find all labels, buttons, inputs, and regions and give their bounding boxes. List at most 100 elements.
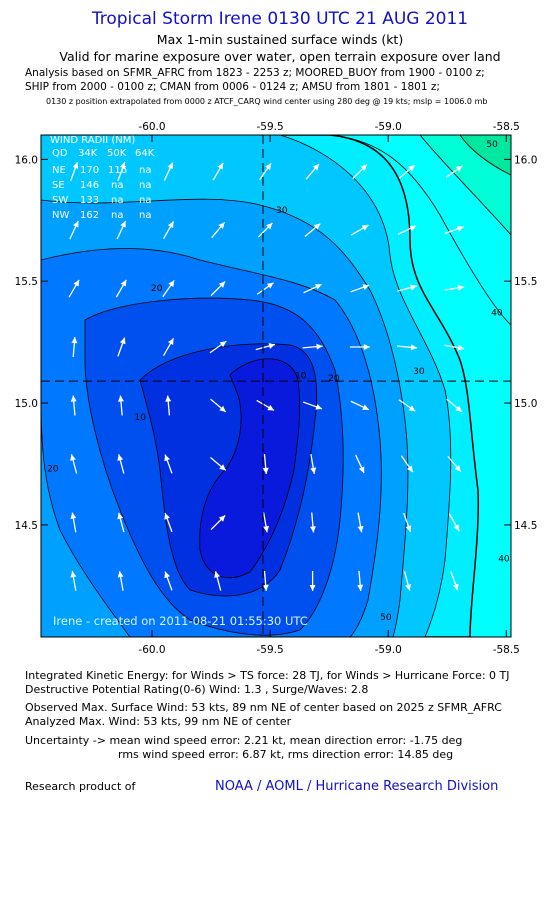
- wind-radii-header-34k: 34K: [78, 148, 98, 159]
- observed-max-text: Observed Max. Surface Wind: 53 kts, 89 n…: [25, 701, 502, 714]
- storm-center-crosshair: [41, 135, 511, 637]
- wind-radii-header-50k: 50K: [107, 148, 127, 159]
- x-tick-label-bottom: -60.0: [138, 644, 165, 656]
- wind-vector: [403, 571, 412, 591]
- y-tick-label-left: 15.5: [15, 276, 38, 288]
- y-tick-label-right: 14.5: [514, 520, 537, 532]
- wind-vector: [68, 279, 80, 298]
- ike-text: Integrated Kinetic Energy: for Winds > T…: [25, 669, 510, 682]
- contour-label: 10: [295, 372, 307, 382]
- wind-vector: [70, 570, 77, 591]
- wind-vector: [211, 221, 226, 239]
- wind-vector: [210, 514, 226, 530]
- uncertainty-line-2: rms wind speed error: 6.87 kt, rms direc…: [118, 748, 454, 761]
- wind-vector: [69, 220, 79, 240]
- wind-vector: [357, 570, 364, 591]
- wind-vector: [256, 282, 274, 295]
- wind-radii-row-ne-quadrant: NE: [52, 165, 66, 176]
- wind-vector: [255, 343, 276, 351]
- wind-vector: [444, 284, 465, 291]
- x-tick-label-top: -60.0: [138, 121, 165, 133]
- wind-vector: [262, 453, 269, 474]
- contour-label: 50: [380, 613, 392, 623]
- contour-label: 20: [328, 374, 340, 384]
- subtitle-units: Max 1-min sustained surface winds (kt): [156, 32, 404, 47]
- wind-vector: [262, 570, 269, 591]
- wind-radii-header-qd: QD: [52, 148, 68, 159]
- uncertainty-line-1: Uncertainty -> mean wind speed error: 2.…: [25, 734, 463, 747]
- wind-vector: [70, 454, 78, 474]
- wind-vector: [397, 225, 417, 235]
- wind-vector: [164, 512, 173, 533]
- wind-vector: [212, 162, 224, 181]
- contour-label: 30: [276, 206, 288, 216]
- wind-vector: [210, 398, 227, 413]
- plot-frame: [40, 134, 512, 638]
- wind-radii-row-sw-50k: na: [111, 195, 123, 206]
- wind-radii-row-se-64k: na: [139, 180, 151, 191]
- wind-vector: [163, 162, 174, 181]
- wind-vector: [162, 221, 175, 240]
- contour-label: 10: [134, 413, 146, 423]
- wind-vector: [117, 337, 126, 357]
- wind-vector: [397, 344, 418, 351]
- wind-radii-row-nw-64k: na: [139, 210, 151, 221]
- wind-vector: [302, 401, 323, 410]
- wind-vector: [310, 454, 317, 474]
- wind-radii-row-sw-quadrant: SW: [52, 195, 68, 206]
- wind-radii-table: WIND RADII (NM) QD 34K 50K 64K NE 170 11…: [50, 135, 155, 221]
- subtitle-exposure: Valid for marine exposure over water, op…: [59, 49, 501, 64]
- y-tick-label-left: 14.5: [15, 520, 38, 532]
- x-tick-label-top: -58.5: [493, 121, 520, 133]
- noaa-link[interactable]: NOAA / AOML / Hurricane Research Divisio…: [215, 779, 499, 794]
- wind-vector: [164, 454, 173, 474]
- wind-radii-row-sw-34k: 133: [80, 195, 99, 206]
- y-tick-label-right: 15.5: [514, 276, 537, 288]
- wind-vector: [350, 224, 369, 236]
- wind-radii-row-se-quadrant: SE: [52, 180, 65, 191]
- wind-vector: [209, 340, 227, 354]
- x-tick-label-bottom: -59.0: [375, 644, 402, 656]
- wind-vector: [400, 455, 414, 473]
- contour-label: 20: [151, 284, 163, 294]
- wind-vector: [349, 344, 370, 351]
- wind-vector: [445, 165, 463, 178]
- wind-vector: [210, 457, 227, 471]
- wind-radii-row-nw-34k: 162: [80, 210, 99, 221]
- contour-label: 50: [486, 140, 498, 150]
- wind-vector: [447, 455, 462, 473]
- wind-vector: [350, 400, 370, 411]
- page-title: Tropical Storm Irene 0130 UTC 21 AUG 201…: [91, 9, 469, 29]
- x-tick-label-top: -59.0: [375, 121, 402, 133]
- wind-vector: [303, 283, 322, 294]
- analyzed-max-text: Analyzed Max. Wind: 53 kts, 99 nm NE of …: [25, 715, 292, 728]
- x-tick-label-top: -59.5: [257, 121, 284, 133]
- contour-label: 40: [498, 554, 510, 564]
- credit-text: Irene - created on 2011-08-21 01:55:30 U…: [53, 614, 308, 628]
- wind-radii-row-se-50k: na: [111, 180, 123, 191]
- contour-labels: 10 20 30 10 20 30 40 50 20 50 40: [47, 140, 510, 623]
- wind-vector: [71, 336, 78, 358]
- contour-fill-layer: [41, 135, 511, 637]
- wind-vector: [355, 454, 365, 474]
- research-product-label: Research product of: [25, 780, 136, 793]
- contour-label: 30: [413, 367, 425, 377]
- wind-vector: [257, 222, 273, 238]
- wind-vector: [399, 164, 416, 179]
- wind-vector: [162, 279, 175, 298]
- wind-vector: [446, 398, 463, 413]
- wind-vector: [117, 512, 125, 533]
- x-tick-label-bottom: -58.5: [493, 644, 520, 656]
- wind-radii-header-64k: 64K: [135, 148, 155, 159]
- wind-vector: [117, 161, 126, 182]
- wind-radii-row-ne-64k: na: [139, 165, 151, 176]
- wind-vector: [403, 512, 412, 533]
- analysis-line-1: Analysis based on SFMR_AFRC from 1823 - …: [25, 67, 485, 79]
- y-tick-label-left: 15.0: [15, 398, 38, 410]
- wind-vector: [259, 162, 272, 181]
- y-tick-label-left: 16.0: [15, 154, 38, 166]
- wind-vector: [350, 284, 370, 293]
- axes: -60.0 -60.0 -59.5 -59.5 -59.0 -59.0 -58.5 -58.5…: [15, 121, 538, 656]
- wind-vector: [70, 512, 77, 533]
- wind-vector: [70, 161, 79, 182]
